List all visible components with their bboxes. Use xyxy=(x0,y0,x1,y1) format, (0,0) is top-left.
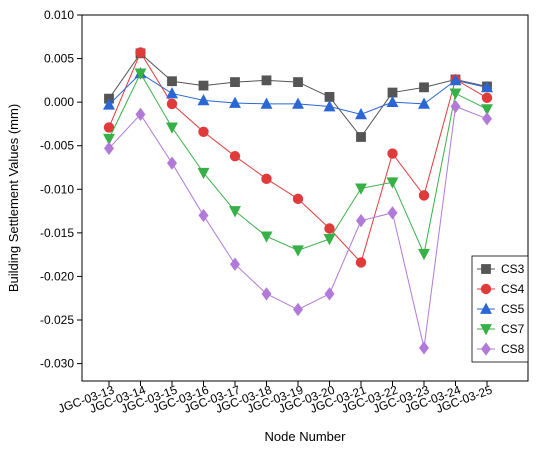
y-axis-title: Building Settlement Values (mm) xyxy=(6,104,21,292)
series-cs8 xyxy=(104,99,492,355)
y-tick-label: -0.020 xyxy=(40,269,74,283)
data-point xyxy=(419,82,429,93)
data-point xyxy=(449,88,462,100)
data-point xyxy=(261,287,272,301)
data-point xyxy=(134,68,147,80)
data-point xyxy=(324,92,335,102)
legend-label: CS4 xyxy=(501,282,525,296)
data-point xyxy=(293,302,303,317)
legend-marker xyxy=(481,264,491,274)
data-point xyxy=(386,177,399,189)
data-point xyxy=(166,122,178,134)
data-point xyxy=(355,257,367,268)
legend: CS3 CS4 CS5 CS7 CS8 xyxy=(471,255,529,363)
y-tick-label: 0.000 xyxy=(44,95,74,109)
data-point xyxy=(450,99,461,114)
data-point xyxy=(324,287,335,301)
data-point xyxy=(135,107,146,122)
legend-item: CS5 xyxy=(477,302,525,316)
legend-label: CS7 xyxy=(501,322,525,336)
data-point xyxy=(481,104,493,116)
legend-item: CS8 xyxy=(477,342,525,356)
data-point xyxy=(229,206,241,218)
data-point xyxy=(198,126,209,137)
data-point xyxy=(481,80,493,93)
data-point xyxy=(419,341,429,355)
legend-label: CS5 xyxy=(501,302,525,316)
data-point xyxy=(356,213,366,228)
data-point xyxy=(103,122,115,133)
data-point xyxy=(167,156,177,170)
data-point xyxy=(198,208,209,223)
data-point xyxy=(103,133,115,146)
legend-marker xyxy=(480,324,492,336)
data-point xyxy=(230,77,240,87)
legend-marker xyxy=(481,342,491,356)
series-cs4 xyxy=(103,47,493,268)
data-point xyxy=(387,87,398,98)
data-point xyxy=(167,76,177,87)
data-point xyxy=(135,47,146,58)
y-tick-label: -0.025 xyxy=(40,313,74,327)
data-point xyxy=(104,141,114,155)
data-point xyxy=(292,97,304,109)
data-point xyxy=(324,223,335,234)
data-point xyxy=(418,248,430,261)
data-point xyxy=(230,257,240,271)
data-point xyxy=(323,234,336,246)
legend-marker xyxy=(480,283,492,295)
data-point xyxy=(261,75,272,86)
y-tick-label: 0.010 xyxy=(44,8,74,22)
y-tick-label: -0.005 xyxy=(40,139,74,153)
data-point xyxy=(260,97,273,109)
data-point xyxy=(166,98,178,110)
data-point xyxy=(386,95,399,108)
data-point xyxy=(103,98,115,110)
legend-item: CS7 xyxy=(477,322,525,336)
data-point xyxy=(198,80,209,91)
data-point xyxy=(261,173,272,185)
data-point xyxy=(449,74,462,86)
data-point xyxy=(355,107,367,120)
data-point xyxy=(356,132,366,142)
legend-label: CS3 xyxy=(501,262,525,276)
data-point xyxy=(293,77,303,87)
y-tick-label: -0.010 xyxy=(40,182,74,196)
data-point xyxy=(323,100,336,112)
data-point xyxy=(482,112,492,126)
data-point xyxy=(197,94,210,106)
legend-marker xyxy=(480,302,492,314)
data-point xyxy=(387,206,398,220)
x-axis-title: Node Number xyxy=(265,429,347,444)
series-cs5 xyxy=(103,67,493,120)
data-point xyxy=(355,183,367,195)
data-point xyxy=(292,245,304,257)
data-point xyxy=(387,148,398,159)
data-point xyxy=(292,193,304,205)
legend-item: CS3 xyxy=(477,262,525,276)
data-point xyxy=(481,92,493,103)
series-cs3 xyxy=(104,48,492,142)
series-line-cs3 xyxy=(108,52,488,138)
data-point xyxy=(418,190,430,201)
series-cs7 xyxy=(103,68,493,261)
y-tick-label: -0.015 xyxy=(40,226,74,240)
data-point xyxy=(260,231,273,243)
y-tick-label: 0.005 xyxy=(44,52,74,66)
data-point xyxy=(197,167,210,180)
plot-frame xyxy=(81,14,529,382)
legend-item: CS4 xyxy=(477,282,525,296)
data-point xyxy=(418,97,430,109)
data-point xyxy=(229,150,241,162)
data-point xyxy=(229,96,241,108)
data-point xyxy=(166,87,178,99)
legend-label: CS8 xyxy=(501,342,525,356)
y-tick-label: -0.030 xyxy=(40,357,74,371)
